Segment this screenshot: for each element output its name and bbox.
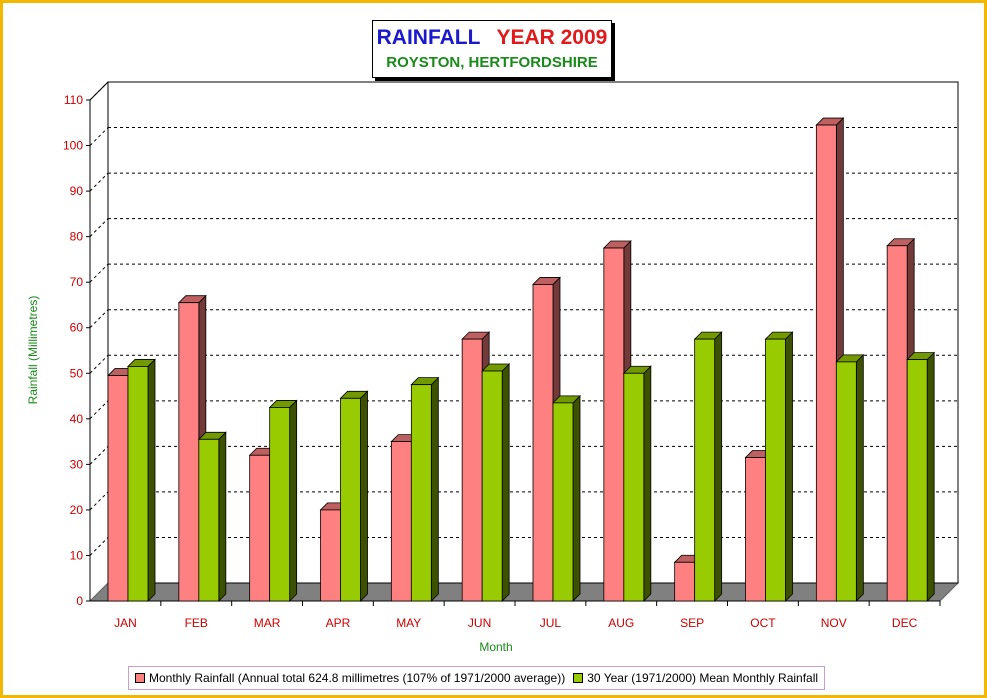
bar-side-mean-dec bbox=[926, 351, 935, 602]
bar-mean-feb bbox=[198, 438, 220, 602]
bar-monthly-nov bbox=[815, 124, 837, 602]
y-tick-label: 90 bbox=[70, 184, 84, 198]
x-tick-label: JUN bbox=[468, 616, 491, 630]
legend-swatch-monthly bbox=[135, 673, 145, 683]
gridline-diagonal bbox=[89, 81, 109, 101]
bar-mean-jul bbox=[552, 402, 574, 602]
x-tick-label: APR bbox=[326, 616, 351, 630]
x-tick-label: DEC bbox=[892, 616, 918, 630]
legend-label-monthly: Monthly Rainfall (Annual total 624.8 mil… bbox=[149, 671, 566, 685]
bar-monthly-sep bbox=[674, 561, 696, 602]
bar-side-mean-jul bbox=[572, 394, 581, 602]
bar-side-mean-oct bbox=[785, 331, 793, 602]
bar-mean-apr bbox=[340, 397, 361, 602]
y-tick-label: 80 bbox=[70, 230, 84, 244]
gridline-diagonal bbox=[89, 172, 109, 192]
bar-side-mean-jan bbox=[147, 358, 156, 602]
x-tick-label: FEB bbox=[185, 616, 208, 630]
bar-side-mean-mar bbox=[289, 399, 298, 602]
bar-monthly-feb bbox=[178, 302, 200, 602]
gridline-diagonal bbox=[89, 446, 109, 465]
bar-side-mean-jun bbox=[501, 363, 510, 602]
y-tick-label: 20 bbox=[70, 503, 84, 517]
title-box: RAINFALL YEAR 2009 ROYSTON, HERTFORDSHIRE bbox=[372, 20, 612, 78]
gridline-diagonal bbox=[89, 537, 109, 556]
bar-side-mean-sep bbox=[714, 331, 723, 602]
gridline-diagonal bbox=[89, 309, 109, 329]
bar-monthly-aug bbox=[603, 247, 625, 602]
bar-monthly-apr bbox=[320, 509, 341, 602]
x-tick-label: MAY bbox=[396, 616, 421, 630]
bar-mean-aug bbox=[623, 372, 645, 602]
bar-mean-sep bbox=[694, 338, 716, 602]
y-tick-label: 10 bbox=[70, 548, 84, 562]
y-tick-label: 110 bbox=[64, 93, 83, 107]
bar-monthly-mar bbox=[249, 454, 271, 602]
x-tick-label: MAR bbox=[254, 616, 281, 630]
gridline-diagonal bbox=[89, 354, 109, 374]
gridline-diagonal bbox=[89, 218, 109, 237]
x-tick-label: SEP bbox=[680, 616, 704, 630]
x-axis-label: Month bbox=[479, 640, 513, 654]
bar-side-mean-feb bbox=[218, 431, 227, 602]
bar-monthly-jan bbox=[107, 375, 129, 602]
chart-title: RAINFALL YEAR 2009 bbox=[373, 26, 611, 50]
bar-side-mean-aug bbox=[643, 365, 652, 602]
bar-mean-nov bbox=[835, 361, 857, 602]
bar-monthly-jul bbox=[532, 284, 554, 602]
y-tick-label: 100 bbox=[63, 139, 83, 153]
bar-side-mean-may bbox=[430, 376, 439, 602]
y-tick-label: 70 bbox=[70, 275, 84, 289]
legend-item-mean: 30 Year (1971/2000) Mean Monthly Rainfal… bbox=[573, 671, 818, 685]
legend: Monthly Rainfall (Annual total 624.8 mil… bbox=[128, 666, 826, 690]
x-tick-label: NOV bbox=[821, 616, 847, 630]
bar-side-mean-nov bbox=[855, 353, 864, 602]
y-tick-label: 0 bbox=[76, 594, 83, 608]
y-tick-label: 40 bbox=[70, 412, 84, 426]
gridline-diagonal bbox=[89, 491, 109, 511]
gridline-diagonal bbox=[89, 400, 109, 420]
gridline-diagonal bbox=[89, 263, 109, 283]
bar-monthly-may bbox=[390, 441, 412, 602]
legend-label-mean: 30 Year (1971/2000) Mean Monthly Rainfal… bbox=[587, 671, 819, 685]
legend-item-monthly: Monthly Rainfall (Annual total 624.8 mil… bbox=[135, 671, 565, 685]
bar-monthly-oct bbox=[745, 457, 766, 602]
bar-mean-mar bbox=[269, 407, 291, 602]
x-tick-label: JAN bbox=[114, 616, 137, 630]
bar-mean-oct bbox=[765, 338, 786, 602]
chart-subtitle: ROYSTON, HERTFORDSHIRE bbox=[386, 54, 598, 71]
y-tick-label: 30 bbox=[70, 457, 84, 471]
x-tick-label: JUL bbox=[540, 616, 562, 630]
x-tick-label: AUG bbox=[608, 616, 634, 630]
legend-swatch-mean bbox=[573, 673, 584, 683]
x-tick-label: OCT bbox=[750, 616, 776, 630]
y-axis-label: Rainfall (Millimetres) bbox=[26, 295, 40, 405]
chart-title-main: RAINFALL bbox=[376, 26, 481, 49]
chart-title-year: YEAR 2009 bbox=[496, 26, 608, 49]
bar-monthly-dec bbox=[886, 245, 908, 602]
bar-mean-may bbox=[410, 384, 432, 602]
y-tick-label: 50 bbox=[70, 366, 84, 380]
plot-area bbox=[90, 90, 958, 601]
bar-side-mean-apr bbox=[360, 390, 368, 602]
bar-mean-jun bbox=[481, 370, 503, 602]
bar-mean-jan bbox=[127, 366, 149, 602]
bar-mean-dec bbox=[906, 359, 928, 602]
gridline-diagonal bbox=[89, 127, 109, 146]
bar-monthly-jun bbox=[461, 338, 483, 602]
y-tick-label: 60 bbox=[70, 321, 84, 335]
